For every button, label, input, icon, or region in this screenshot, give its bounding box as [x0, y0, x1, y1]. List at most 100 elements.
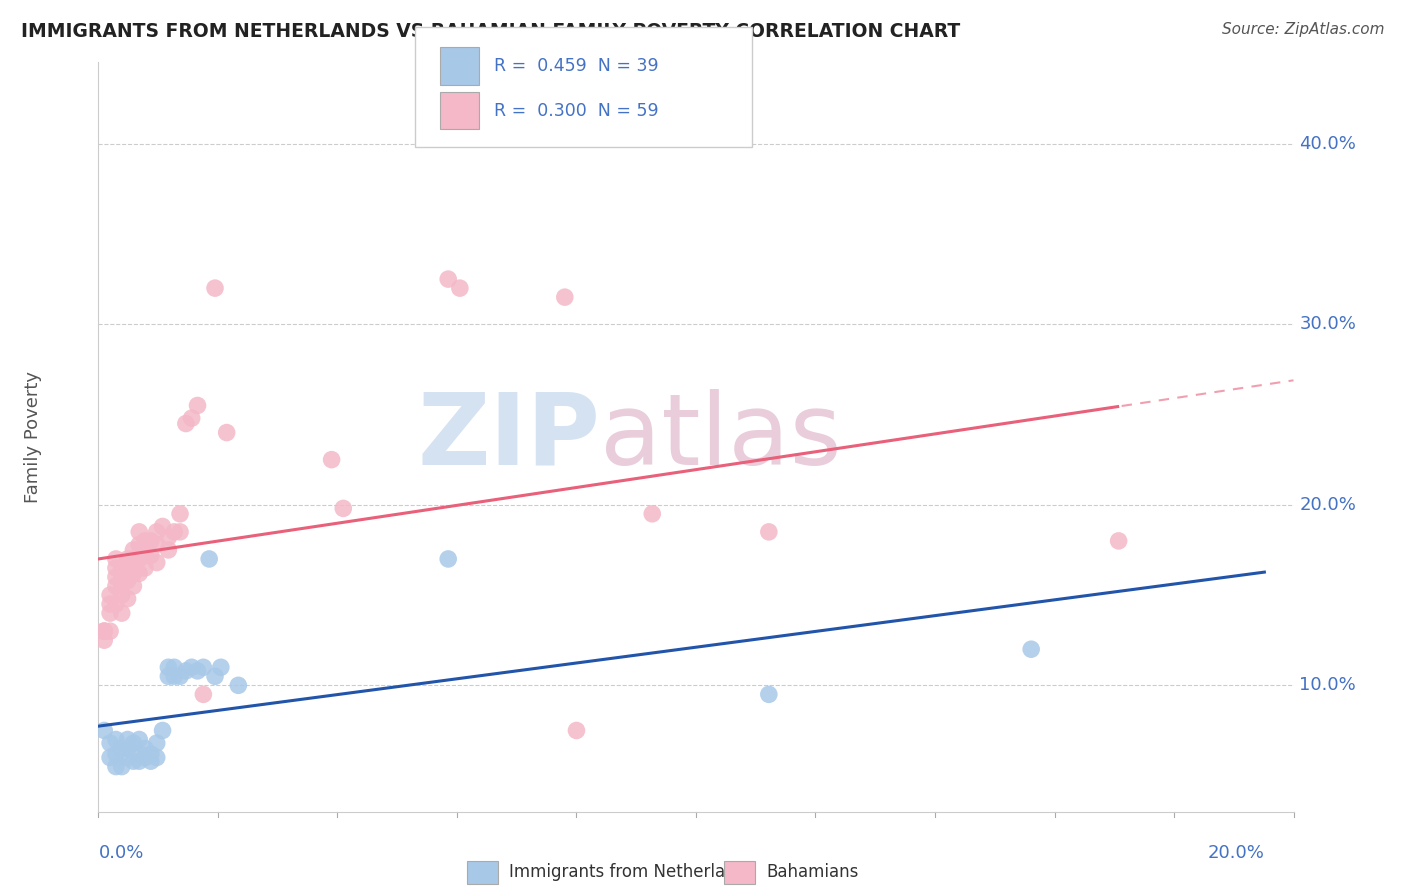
Point [117, 750, 139, 764]
Point [93, 624, 115, 639]
Point [152, 723, 174, 738]
Point [204, 669, 226, 683]
Point [128, 754, 150, 768]
Point [98, 588, 121, 602]
Point [104, 561, 127, 575]
Point [145, 750, 167, 764]
Point [163, 669, 186, 683]
Text: IMMIGRANTS FROM NETHERLANDS VS BAHAMIAN FAMILY POVERTY CORRELATION CHART: IMMIGRANTS FROM NETHERLANDS VS BAHAMIAN … [21, 22, 960, 41]
Point [198, 552, 221, 566]
Point [157, 660, 180, 674]
Point [111, 759, 134, 773]
Point [98, 606, 121, 620]
Point [152, 519, 174, 533]
Point [554, 290, 576, 304]
Point [145, 524, 167, 539]
Point [139, 533, 162, 548]
Text: 20.0%: 20.0% [1208, 844, 1264, 863]
Point [104, 747, 127, 761]
Point [93, 633, 115, 648]
Point [93, 624, 115, 639]
Point [169, 669, 191, 683]
Point [134, 549, 156, 563]
Point [139, 549, 162, 563]
Point [193, 687, 215, 701]
Point [93, 723, 115, 738]
Point [139, 754, 162, 768]
Point [128, 566, 150, 581]
Text: Family Poverty: Family Poverty [24, 371, 42, 503]
Text: 20.0%: 20.0% [1299, 496, 1357, 514]
Point [117, 552, 139, 566]
Point [104, 759, 127, 773]
Point [193, 660, 215, 674]
Point [321, 452, 343, 467]
Point [117, 732, 139, 747]
Point [122, 579, 145, 593]
Point [139, 747, 162, 761]
Point [449, 281, 471, 295]
Point [157, 543, 180, 558]
Point [98, 624, 121, 639]
Point [117, 561, 139, 575]
Point [758, 524, 780, 539]
Point [122, 566, 145, 581]
Point [228, 678, 250, 692]
Point [174, 664, 197, 678]
Point [163, 660, 186, 674]
Point [157, 530, 180, 544]
Text: 10.0%: 10.0% [1299, 676, 1357, 694]
Point [104, 597, 127, 611]
Point [145, 736, 167, 750]
Point [169, 507, 191, 521]
Text: Source: ZipAtlas.com: Source: ZipAtlas.com [1222, 22, 1385, 37]
Point [204, 281, 226, 295]
Point [134, 741, 156, 756]
Text: ZIP: ZIP [418, 389, 600, 485]
Point [186, 399, 208, 413]
Point [1019, 642, 1042, 657]
Point [163, 524, 186, 539]
Point [111, 741, 134, 756]
Point [117, 591, 139, 606]
Point [111, 570, 134, 584]
Text: 0.0%: 0.0% [98, 844, 143, 863]
Point [134, 561, 156, 575]
Point [180, 411, 202, 425]
Point [128, 524, 150, 539]
Point [641, 507, 664, 521]
Point [332, 501, 354, 516]
Point [111, 588, 134, 602]
Text: R =  0.300  N = 59: R = 0.300 N = 59 [494, 102, 658, 120]
Point [98, 736, 121, 750]
Point [117, 574, 139, 588]
Text: 40.0%: 40.0% [1299, 135, 1357, 153]
Point [122, 736, 145, 750]
Point [186, 664, 208, 678]
Point [98, 750, 121, 764]
Point [111, 606, 134, 620]
Point [104, 579, 127, 593]
Point [145, 537, 167, 551]
Point [180, 660, 202, 674]
Point [209, 660, 232, 674]
Point [1108, 533, 1130, 548]
Text: Immigrants from Netherlands: Immigrants from Netherlands [509, 863, 755, 881]
Text: atlas: atlas [600, 389, 842, 485]
Point [122, 552, 145, 566]
Point [111, 579, 134, 593]
Point [437, 552, 460, 566]
Point [122, 543, 145, 558]
Point [111, 561, 134, 575]
Point [437, 272, 460, 286]
Point [128, 747, 150, 761]
Point [565, 723, 588, 738]
Text: Bahamians: Bahamians [766, 863, 859, 881]
Point [104, 552, 127, 566]
Point [157, 669, 180, 683]
Point [758, 687, 780, 701]
Point [128, 732, 150, 747]
Point [174, 417, 197, 431]
Point [134, 533, 156, 548]
Text: R =  0.459  N = 39: R = 0.459 N = 39 [494, 57, 658, 75]
